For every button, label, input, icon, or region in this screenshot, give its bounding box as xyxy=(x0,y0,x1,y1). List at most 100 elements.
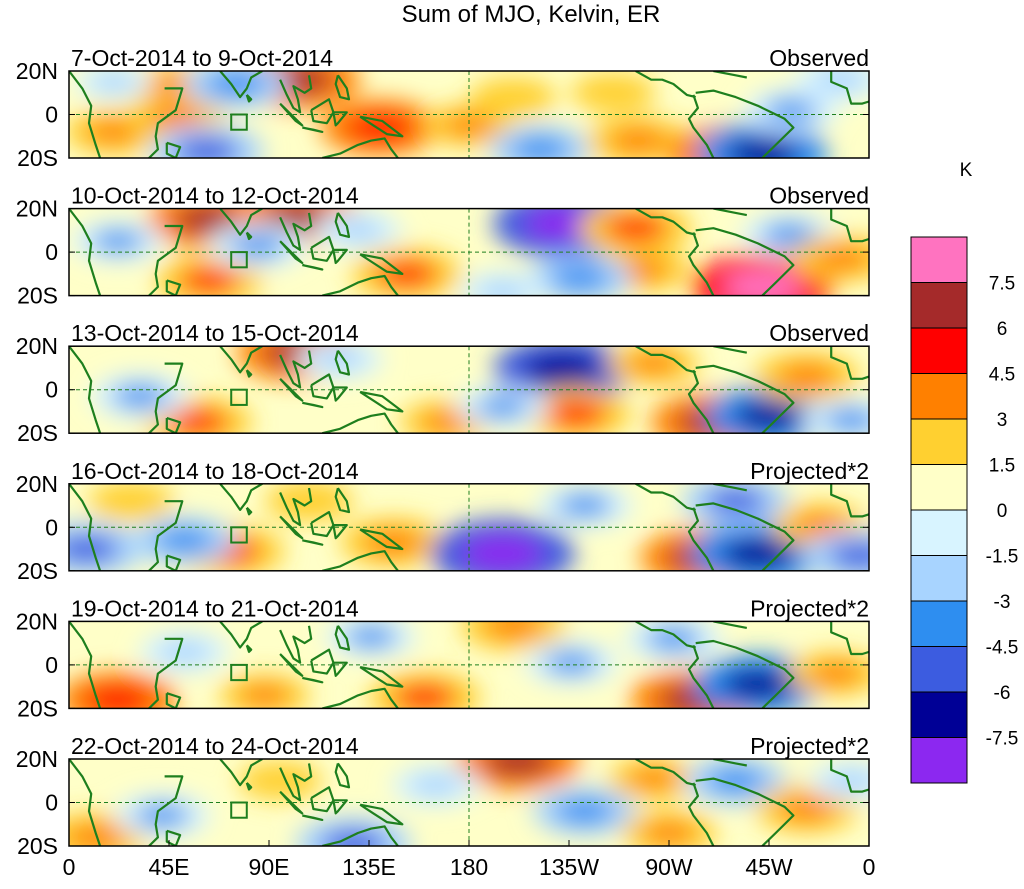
panel-date-range: 19-Oct-2014 to 21-Oct-2014 xyxy=(71,595,359,621)
y-tick-label: 20S xyxy=(17,283,58,309)
colorbar: K 7.5 6 4.5 3 1.5 0 -1.5 -3 -4.5 -6 -7.5 xyxy=(910,160,1019,784)
y-tick-label: 20S xyxy=(17,420,58,446)
x-tick-label: 45E xyxy=(149,854,190,880)
panel-status: Projected*2 xyxy=(750,595,869,621)
x-tick-label: 0 xyxy=(63,854,76,880)
cold-anomaly-core xyxy=(557,493,612,518)
panel-6: 20N 0 20S 22-Oct-2014 to 24-Oct-2014 Project… xyxy=(16,733,870,859)
panel-date-range: 7-Oct-2014 to 9-Oct-2014 xyxy=(71,45,333,71)
warm-anomaly-core xyxy=(443,114,495,137)
warm-anomaly-core xyxy=(483,759,553,777)
cold-anomaly-core xyxy=(91,229,145,253)
panel-4: 20N 0 20S 16-Oct-2014 to 18-Oct-2014 Project… xyxy=(16,458,870,584)
panel-status: Observed xyxy=(769,320,869,346)
y-tick-label: 20N xyxy=(16,746,58,772)
cold-anomaly-core xyxy=(706,768,765,794)
cold-anomaly-core xyxy=(345,625,398,648)
figure-title: Sum of MJO, Kelvin, ER xyxy=(402,1,661,28)
colorbar-swatch xyxy=(910,691,968,738)
y-tick-label: 20S xyxy=(17,695,58,721)
cold-anomaly-core xyxy=(69,535,120,564)
colorbar-swatch xyxy=(910,646,968,693)
colorbar-swatch xyxy=(910,418,968,465)
y-tick-label: 20S xyxy=(17,145,58,171)
colorbar-swatch xyxy=(910,282,968,329)
cold-anomaly-core xyxy=(477,280,527,296)
colorbar-level-label: 7.5 xyxy=(989,274,1015,295)
cold-anomaly-core xyxy=(544,651,599,675)
warm-anomaly-core xyxy=(793,513,847,537)
y-tick-label: 0 xyxy=(45,514,58,540)
panel-status: Observed xyxy=(769,183,869,209)
x-tick-label: 135W xyxy=(539,854,599,880)
cold-anomaly-core xyxy=(828,541,869,570)
coastlines xyxy=(69,621,869,709)
x-tick-label: 135E xyxy=(342,854,396,880)
colorbar-swatch xyxy=(910,464,968,511)
y-tick-label: 20N xyxy=(16,471,58,497)
colorbar-swatch xyxy=(910,737,968,784)
cold-anomaly-core xyxy=(550,265,610,291)
warm-anomaly-core xyxy=(375,260,438,288)
x-axis: 0 45E 90E 135E 180 135W 90W 45W 0 xyxy=(63,840,876,880)
warm-anomaly-core xyxy=(609,128,667,154)
cold-anomaly-core xyxy=(721,668,795,701)
warm-anomaly-core xyxy=(167,409,229,434)
warm-anomaly-core xyxy=(722,269,803,296)
x-tick-label: 180 xyxy=(450,854,488,880)
cold-anomaly-core xyxy=(555,798,614,824)
colorbar-level-label: -1.5 xyxy=(986,547,1019,568)
warm-anomaly-core xyxy=(627,767,680,790)
colorbar-swatch xyxy=(910,509,968,556)
warm-anomaly-core xyxy=(107,491,156,512)
warm-anomaly-core xyxy=(627,352,680,375)
colorbar-level-label: 4.5 xyxy=(989,365,1015,386)
x-tick-label: 0 xyxy=(863,854,876,880)
warm-anomaly-core xyxy=(814,246,869,271)
y-tick-label: 20S xyxy=(17,558,58,584)
warm-anomaly-core xyxy=(84,685,151,709)
panel-status: Projected*2 xyxy=(750,733,869,759)
y-tick-label: 20N xyxy=(16,196,58,222)
cold-anomaly-core xyxy=(823,408,869,432)
region-box xyxy=(230,113,248,131)
cold-anomaly-core xyxy=(155,527,214,553)
colorbar-level-label: 1.5 xyxy=(989,456,1015,477)
cold-anomaly-core xyxy=(315,348,365,370)
cold-anomaly-core xyxy=(720,537,796,570)
cold-anomaly-core xyxy=(229,233,286,258)
cold-anomaly-core xyxy=(705,488,766,515)
warm-anomaly-core xyxy=(489,86,538,108)
cold-anomaly-core xyxy=(761,222,817,247)
panel-1: 20N 0 20S 7-Oct-2014 to 9-Oct-2014 Observed xyxy=(16,45,870,171)
y-tick-label: 0 xyxy=(45,239,58,265)
y-tick-label: 0 xyxy=(45,790,58,816)
colorbar-level-label: 0 xyxy=(997,501,1008,522)
warm-anomaly-core xyxy=(809,662,863,685)
warm-anomaly-core xyxy=(420,411,473,434)
coastlines xyxy=(69,346,869,434)
warm-anomaly-core xyxy=(256,770,304,791)
region-box xyxy=(230,526,248,544)
warm-anomaly-core xyxy=(147,104,204,129)
warm-anomaly-core xyxy=(603,214,668,242)
cold-anomaly-core xyxy=(332,219,383,242)
region-box xyxy=(230,251,248,269)
region-box xyxy=(230,801,248,819)
cold-anomaly-core xyxy=(461,535,543,571)
colorbar-level-label: -3 xyxy=(994,592,1011,613)
cold-anomaly-core xyxy=(134,803,190,828)
colorbar-swatch xyxy=(910,236,968,283)
colorbar-swatch xyxy=(910,373,968,420)
warm-anomaly-core xyxy=(178,267,240,294)
x-tick-label: 90E xyxy=(249,854,290,880)
coastlines xyxy=(69,71,869,158)
colorbar-level-label: -4.5 xyxy=(986,638,1019,659)
colorbar-level-label: -6 xyxy=(994,683,1011,704)
colorbar-swatch xyxy=(910,555,968,602)
warm-anomaly-core xyxy=(544,400,607,428)
region-box xyxy=(230,388,248,406)
colorbar-swatch xyxy=(910,327,968,374)
warm-anomaly-core xyxy=(589,82,638,103)
y-tick-label: 0 xyxy=(45,102,58,128)
